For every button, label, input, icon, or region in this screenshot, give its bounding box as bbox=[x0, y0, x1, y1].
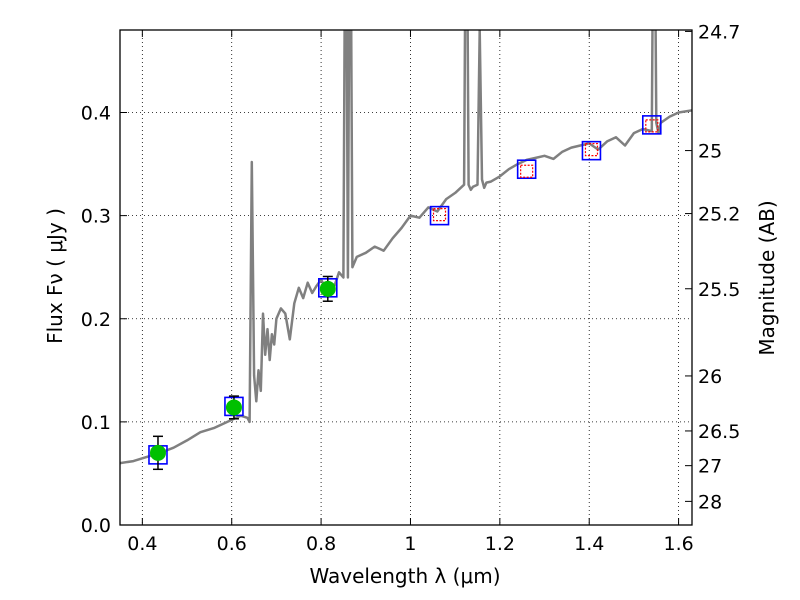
mag-tick-label: 28 bbox=[698, 491, 722, 513]
upper-limit-point bbox=[645, 119, 659, 133]
x-tick-label: 0.8 bbox=[306, 533, 336, 555]
mag-tick-label: 26 bbox=[698, 366, 722, 388]
model-point bbox=[641, 115, 662, 135]
x-tick-label: 0.4 bbox=[127, 533, 157, 555]
plot-frame bbox=[119, 29, 693, 526]
x-tick-label: 1 bbox=[404, 533, 416, 555]
model-point bbox=[429, 205, 450, 226]
model-point bbox=[516, 159, 537, 180]
y-tick-label: 0.2 bbox=[81, 309, 111, 331]
y-tick-label: 0.1 bbox=[81, 412, 111, 434]
x-tick-label: 1.6 bbox=[663, 533, 693, 555]
mag-tick-label: 25.2 bbox=[698, 204, 740, 226]
upper-limit-point bbox=[520, 164, 534, 178]
x-tick-label: 1.2 bbox=[485, 533, 515, 555]
mag-tick-label: 25 bbox=[698, 141, 722, 163]
model-spectrum bbox=[120, 30, 692, 465]
x-tick-label: 1.4 bbox=[574, 533, 604, 555]
y-axis-title: Flux Fν ( μJy ) bbox=[43, 208, 67, 344]
model-point bbox=[581, 140, 602, 161]
y-tick-label: 0.0 bbox=[81, 515, 111, 537]
detection-point bbox=[225, 399, 242, 416]
x-tick-label: 0.6 bbox=[217, 533, 247, 555]
mag-tick-label: 27 bbox=[698, 456, 722, 478]
grid bbox=[120, 30, 692, 525]
upper-limit-point bbox=[432, 207, 447, 222]
detection-point bbox=[149, 444, 166, 461]
mag-tick-label: 24.7 bbox=[698, 21, 740, 43]
mag-tick-label: 25.5 bbox=[698, 279, 740, 301]
y-tick-label: 0.3 bbox=[81, 206, 111, 228]
upper-limit-point bbox=[584, 143, 599, 157]
data-points bbox=[148, 115, 662, 471]
spectrum-line bbox=[120, 30, 692, 465]
mag-tick-label: 26.5 bbox=[698, 421, 740, 443]
detection-point bbox=[319, 280, 336, 297]
right-axis-title: Magnitude (AB) bbox=[755, 200, 779, 355]
ticks: 0.4 0.6 0.8 1 1.2 1.4 1.6 0.0 0.1 0.2 0.3 0.4 24.7 25… bbox=[81, 21, 741, 555]
x-axis-title: Wavelength λ (μm) bbox=[309, 564, 500, 588]
y-tick-label: 0.4 bbox=[81, 103, 111, 125]
